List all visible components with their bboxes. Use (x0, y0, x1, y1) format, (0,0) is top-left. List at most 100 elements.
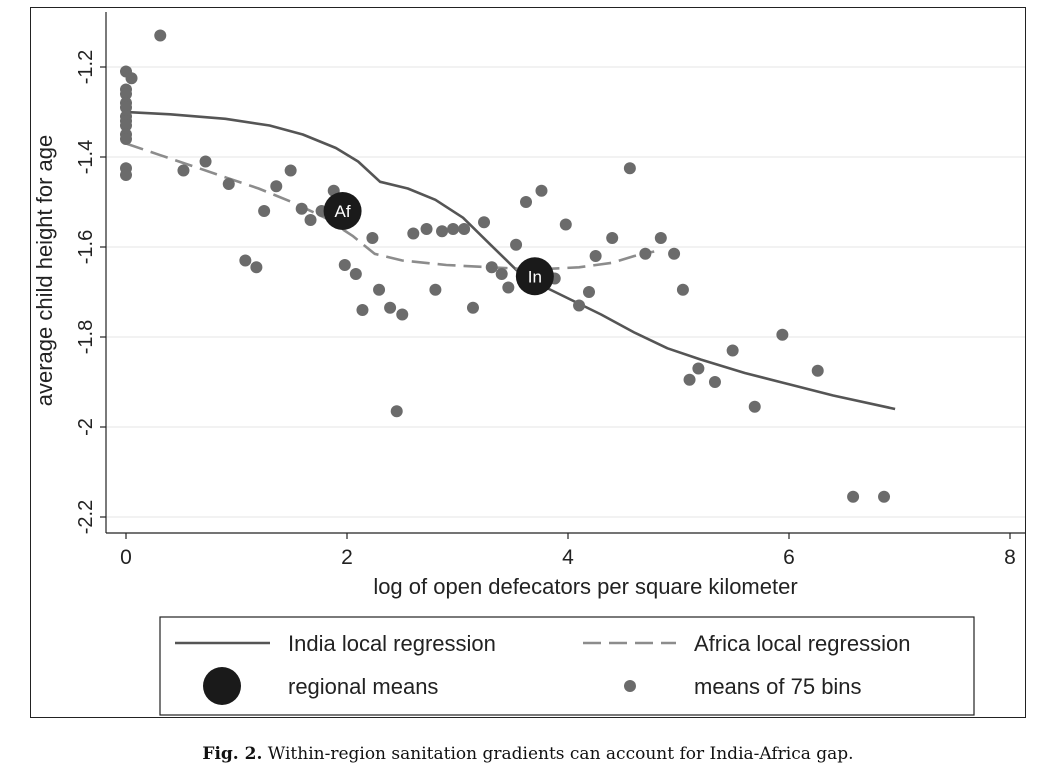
y-tick-label: -1.8 (75, 320, 97, 354)
bin-point (726, 344, 739, 357)
y-tick-label: -2 (75, 418, 97, 436)
bin-point (776, 328, 789, 341)
bin-point (520, 196, 533, 208)
bin-point (639, 247, 652, 260)
bin-point (559, 218, 572, 231)
legend-key-regional (203, 667, 241, 705)
bin-point (485, 261, 498, 274)
bin-point (878, 490, 891, 503)
bin-point (478, 216, 491, 229)
regional-mean-in: In (515, 257, 554, 296)
bin-point (748, 400, 761, 413)
india-regression-line (125, 110, 896, 411)
bin-point (407, 227, 420, 240)
bin-point (356, 304, 369, 316)
bin-point (692, 362, 705, 375)
x-tick-label: 0 (120, 546, 132, 569)
bin-point (708, 376, 721, 388)
caption-text: Within-region sanitation gradients can a… (267, 744, 854, 764)
africa-regression-line (125, 142, 655, 271)
bin-point (250, 261, 263, 274)
legend-entry: Africa local regression (583, 631, 910, 656)
bin-point (390, 405, 403, 418)
bin-point (623, 162, 636, 175)
bin-point (429, 283, 442, 296)
y-axis-title: average child height for age (32, 135, 57, 407)
y-tick-label: -2.2 (75, 500, 97, 534)
figure-frame (30, 7, 1026, 718)
regional-mean-marker (515, 257, 554, 296)
bin-point (847, 490, 860, 503)
bin-point (466, 301, 479, 314)
bin-point (338, 259, 351, 271)
legend-label: means of 75 bins (694, 674, 862, 699)
bin-point (582, 286, 595, 298)
regional-means: Af In (323, 192, 554, 296)
x-tick-label: 8 (1004, 546, 1016, 569)
x-axis-title: log of open defecators per square kilome… (373, 574, 797, 599)
bin-point (120, 101, 132, 114)
y-tick-label: -1.6 (75, 230, 97, 264)
legend-label: regional means (288, 674, 438, 699)
bin-point (366, 232, 379, 244)
bin-point (120, 169, 132, 181)
x-tick-label: 2 (341, 546, 353, 569)
caption-label: Fig. 2. (202, 744, 263, 764)
legend-key-bins (624, 680, 636, 692)
bin-point (811, 364, 824, 377)
figure-caption: Fig. 2. Within-region sanitation gradien… (0, 744, 1056, 764)
axes: -2.2 -2 -1.8 -1.6 -1.4 -1.2 0 2 4 6 8 log of open d… (32, 12, 1025, 599)
bin-point (396, 308, 409, 321)
legend: India local regression Africa local regre… (159, 616, 975, 716)
x-tick-label: 6 (783, 546, 795, 569)
bin-point (668, 247, 681, 260)
regional-mean-marker (323, 192, 362, 230)
bin-point (420, 223, 433, 235)
bin-point (654, 232, 667, 244)
bin-point (177, 164, 190, 177)
legend-label: India local regression (288, 631, 496, 656)
legend-entry: means of 75 bins (624, 674, 862, 699)
bin-point (154, 29, 167, 42)
bin-point (270, 180, 283, 193)
regional-mean-af: Af (323, 192, 362, 230)
bin-point (683, 373, 696, 386)
bin-point (502, 281, 515, 294)
bin-point (447, 223, 460, 235)
bin-point (239, 254, 252, 267)
bin-point (199, 155, 212, 168)
bin-point (510, 238, 523, 251)
legend-label: Africa local regression (694, 631, 910, 656)
bin-point (304, 214, 317, 226)
legend-entry: regional means (203, 667, 438, 705)
bin-point (284, 164, 297, 177)
bin-point (676, 283, 689, 296)
bin-point (573, 299, 586, 312)
bin-point (258, 205, 271, 217)
bin-point (373, 283, 386, 296)
bin-point (436, 225, 449, 238)
regional-mean-label: Af (335, 202, 351, 221)
legend-entry: India local regression (175, 631, 496, 656)
regional-mean-label: In (528, 267, 542, 286)
bin-point (295, 202, 308, 215)
bin-point (120, 88, 132, 100)
bin-point (495, 268, 508, 280)
bin-point (535, 184, 548, 197)
y-tick-label: -1.2 (75, 50, 97, 84)
bin-points (120, 29, 891, 503)
chart: -2.2 -2 -1.8 -1.6 -1.4 -1.2 0 2 4 6 8 log of open d… (32, 12, 1025, 716)
y-tick-label: -1.4 (75, 140, 97, 174)
x-tick-label: 4 (562, 546, 574, 569)
bin-point (458, 223, 471, 235)
regression-lines (125, 110, 896, 411)
bin-point (120, 133, 132, 145)
bin-point (384, 301, 397, 314)
bin-point (125, 72, 138, 85)
legend-box (159, 616, 975, 716)
bin-point (349, 268, 362, 280)
bin-point (589, 250, 602, 262)
bin-point (222, 178, 235, 190)
bin-point (120, 119, 132, 132)
bin-point (606, 232, 619, 244)
